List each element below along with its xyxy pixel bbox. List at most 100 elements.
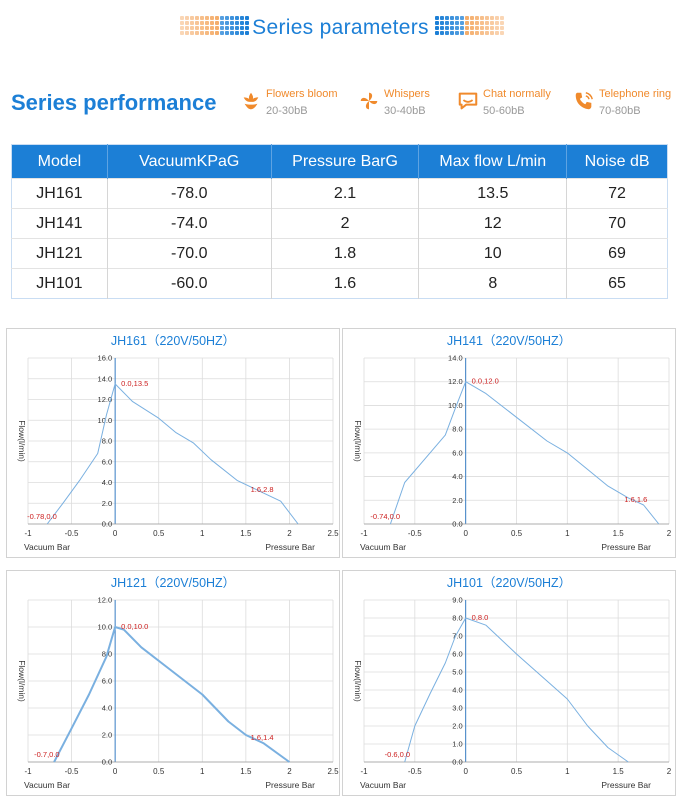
decorative-dot: [440, 21, 444, 25]
data-annotation: -0.78,0.0: [27, 512, 57, 521]
decorative-dot: [225, 31, 229, 35]
decorative-dot: [225, 26, 229, 30]
y-tick-label: 4.0: [452, 472, 462, 481]
cell-noise: 72: [566, 178, 668, 209]
decorative-dot: [470, 16, 474, 20]
data-annotation: 1.6,2.8: [251, 485, 274, 494]
cell-model: JH121: [11, 238, 108, 269]
decorative-dot: [460, 26, 464, 30]
x-tick-label: 0: [463, 767, 468, 776]
x-tick-label: 2.5: [327, 529, 339, 538]
x-tick-label: 0: [113, 767, 118, 776]
chart-frame: [342, 570, 676, 796]
decorative-dot: [485, 21, 489, 25]
decorative-dot: [240, 31, 244, 35]
decorative-dot: [205, 26, 209, 30]
data-annotation: 1.6,1.4: [251, 733, 274, 742]
y-tick-label: 6.0: [452, 448, 462, 457]
cell-flow: 10: [418, 238, 568, 269]
y-tick-label: 4.0: [452, 686, 462, 695]
y-tick-label: 4.0: [102, 704, 112, 713]
noise-level-telephone: Telephone ring 70-80bB: [573, 86, 681, 122]
decorative-dot: [240, 16, 244, 20]
noise-level-whispers: Whispers 30-40bB: [358, 86, 478, 122]
cell-vacuum: -70.0: [107, 238, 272, 269]
decorative-dot: [455, 26, 459, 30]
decorative-dot: [465, 21, 469, 25]
cell-model: JH101: [11, 268, 108, 299]
x-tick-label: -0.5: [408, 767, 422, 776]
decorative-dot: [215, 26, 219, 30]
performance-title: Series performance: [11, 90, 217, 115]
y-tick-label: 4.0: [102, 478, 112, 487]
column-header-pressure: Pressure BarG: [271, 144, 420, 179]
cell-flow: 8: [418, 268, 568, 299]
y-tick-label: 14.0: [448, 354, 463, 363]
decorative-dot: [455, 31, 459, 35]
decorative-dot: [200, 31, 204, 35]
y-tick-label: 16.0: [98, 354, 113, 363]
decorative-dot: [195, 16, 199, 20]
x-tick-label: 2: [667, 767, 672, 776]
decorative-dot: [195, 21, 199, 25]
y-tick-label: 2.0: [102, 499, 112, 508]
decorative-dot: [500, 21, 504, 25]
decorative-dot: [220, 21, 224, 25]
noise-label: Whispers: [384, 88, 430, 100]
x-tick-label: -1: [24, 529, 32, 538]
decorative-dot: [440, 16, 444, 20]
decorative-dot: [445, 26, 449, 30]
decorative-dot: [470, 31, 474, 35]
decorative-dot: [445, 31, 449, 35]
decorative-dot: [220, 16, 224, 20]
decorative-dot: [215, 21, 219, 25]
data-annotation: 1.6,1.6: [624, 495, 647, 504]
decorative-dot: [235, 16, 239, 20]
data-annotation: 0.0,12.0: [472, 377, 499, 386]
x-axis-label-right: Pressure Bar: [601, 542, 651, 552]
noise-range: 50-60bB: [483, 105, 525, 117]
decorative-dot: [480, 31, 484, 35]
y-tick-label: 7.0: [452, 632, 462, 641]
decorative-dot: [190, 31, 194, 35]
data-annotation: -0.74,0.0: [370, 512, 400, 521]
x-tick-label: 1: [565, 767, 570, 776]
x-tick-label: -0.5: [408, 529, 422, 538]
cell-model: JH141: [11, 208, 108, 239]
decorative-dot: [435, 31, 439, 35]
y-axis-label: Flow(l/min): [353, 660, 363, 702]
y-tick-label: 3.0: [452, 704, 462, 713]
x-tick-label: 2: [667, 529, 672, 538]
y-tick-label: 12.0: [448, 377, 463, 386]
x-axis-label-right: Pressure Bar: [601, 780, 651, 790]
decorative-dot: [220, 31, 224, 35]
decorative-dot: [200, 26, 204, 30]
y-tick-label: 14.0: [98, 374, 113, 383]
decorative-dot: [225, 16, 229, 20]
decorative-dot: [435, 16, 439, 20]
cell-flow: 12: [418, 208, 568, 239]
x-tick-label: 1: [565, 529, 570, 538]
decorative-dot: [220, 26, 224, 30]
noise-label: Telephone ring: [599, 88, 672, 100]
decorative-dot: [435, 26, 439, 30]
decorative-dot: [230, 31, 234, 35]
x-tick-label: 0.5: [153, 767, 165, 776]
decorative-dot: [485, 26, 489, 30]
chart-jh121: JH121（220V/50HZ） 0.0 2.0 4.0 6.0 8.0 10.0 12.0-…: [6, 570, 341, 800]
x-axis-label-right: Pressure Bar: [265, 542, 315, 552]
chart-title: JH121（220V/50HZ）: [111, 576, 235, 590]
page-title: Series parameters: [252, 16, 429, 39]
decorative-dot: [445, 21, 449, 25]
chart-frame: [342, 328, 676, 558]
cell-pressure: 1.8: [271, 238, 420, 269]
noise-range: 30-40bB: [384, 105, 426, 117]
noise-label: Chat normally: [483, 88, 551, 100]
data-annotation: 0.0,10.0: [121, 622, 148, 631]
decorative-dot: [200, 21, 204, 25]
chart-svg: JH101（220V/50HZ） 0.0 1.0 2.0 3.0 4.0 5.0 6.0 7.0…: [342, 570, 676, 796]
decorative-dot: [235, 21, 239, 25]
decorative-dot: [450, 16, 454, 20]
x-tick-label: -1: [360, 529, 368, 538]
y-axis-label: Flow(l/min): [17, 660, 27, 702]
